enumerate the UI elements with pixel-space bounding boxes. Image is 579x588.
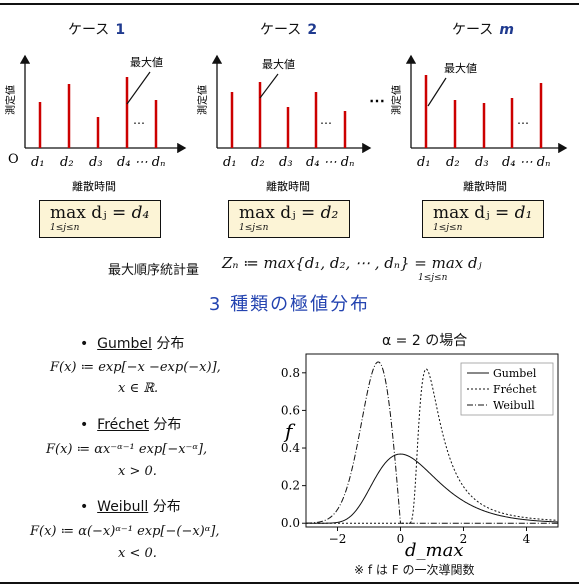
stem-tick: d₄ ⋯ dₙ (117, 155, 165, 170)
weibull-domain: x < 0. (118, 546, 157, 561)
stem-tick: d₃ (475, 155, 489, 170)
top-rule (0, 3, 579, 5)
max-box-2: max dⱼ 1≤j≤n = d₂ (228, 200, 350, 238)
stem-plots: 測定値 O … 最大値 d₁ d₂ d₃ d₄ ⋯ dₙ 離散時間 測定値 … … (4, 54, 568, 193)
stem-tick: d₃ (89, 155, 103, 170)
y-tick-label: 0.2 (281, 479, 300, 493)
stem-tick: d₁ (417, 155, 431, 170)
stem-tick: d₂ (60, 155, 74, 170)
bottom-rule (0, 582, 579, 584)
legend-gumbel: Gumbel (493, 367, 537, 380)
stem-tick: d₄ ⋯ dₙ (306, 155, 354, 170)
stem-panel-1: 測定値 O … 最大値 d₁ d₂ d₃ d₄ ⋯ dₙ 離散時間 (4, 54, 187, 193)
y-tick-label: 0.0 (281, 516, 300, 530)
case-1-title: ケース 1 (68, 22, 126, 38)
between-ellipsis: ⋯ (369, 91, 385, 110)
x-tick-label: 2 (460, 532, 468, 546)
stem-tick: d₂ (251, 155, 265, 170)
x-tick-label: 0 (397, 532, 405, 546)
stem-ylabel-2: 測定値 (196, 85, 209, 115)
evd-plot: 0.0 0.2 0.4 0.6 0.8 −2 0 2 4 Gumbel Fréchet Wei… (281, 353, 559, 560)
max-annotation-1: 最大値 (130, 55, 163, 69)
stem-xlabel-m: 離散時間 (463, 179, 507, 193)
weibull-curve (305, 361, 558, 524)
plot-frame (305, 353, 559, 528)
frechet-heading: • Fréchet 分布 (80, 417, 182, 433)
statistic-label: 最大順序統計量 (108, 263, 200, 278)
x-tick-label: 4 (523, 532, 531, 546)
max-annotation-m: 最大値 (444, 61, 477, 75)
footnote: ※ f は F の一次導関数 (354, 563, 475, 577)
section-title: 3 種類の極値分布 (208, 294, 371, 315)
plot-ylabel: f (283, 419, 296, 443)
stem-tick: d₁ (223, 155, 237, 170)
stem-tick: d₄ ⋯ dₙ (502, 155, 550, 170)
stem-xlabel-1: 離散時間 (72, 179, 116, 193)
gumbel-curve (306, 453, 559, 524)
stem-panel-m: 測定値 … 最大値 d₁ d₂ d₃ d₄ ⋯ dₙ 離散時間 (390, 54, 568, 193)
frechet-curve (306, 368, 559, 524)
stem-origin-1: O (8, 152, 19, 167)
case-2-title: ケース 2 (260, 22, 318, 38)
y-tick-label: 0.6 (281, 403, 300, 417)
legend-weibull: Weibull (493, 399, 535, 412)
statistic-subscript: 1≤j≤n (418, 273, 448, 283)
stem-ylabel-1: 測定値 (4, 85, 17, 115)
statistic-formula: Zₙ ≔ max{d₁, d₂, ⋯ , dₙ} = max dⱼ (222, 254, 482, 272)
case-m-title: ケース m (452, 22, 514, 38)
stem-tick: d₃ (279, 155, 293, 170)
stem-ellipsis-2: … (320, 113, 332, 127)
weibull-formula: F(x) ≔ α(−x)ᵅ⁻¹ exp[−(−x)ᵅ], (30, 524, 220, 539)
gumbel-heading: • Gumbel 分布 (80, 336, 185, 352)
plot-title: α = 2 の場合 (382, 333, 468, 349)
max-box-m: max dⱼ 1≤j≤n = d₁ (422, 200, 544, 238)
stem-tick: d₁ (31, 155, 45, 170)
stem-ylabel-m: 測定値 (390, 85, 403, 115)
stem-xlabel-2: 離散時間 (266, 179, 310, 193)
y-tick-label: 0.8 (281, 366, 300, 380)
frechet-domain: x > 0. (118, 464, 157, 479)
y-tick-label: 0.4 (281, 441, 300, 455)
max-annotation-2: 最大値 (262, 57, 295, 71)
frechet-formula: F(x) ≔ αx⁻ᵅ⁻¹ exp[−x⁻ᵅ], (46, 442, 208, 457)
stem-ellipsis-m: … (517, 113, 529, 127)
stem-panel-2: 測定値 … 最大値 d₁ d₂ d₃ d₄ ⋯ dₙ 離散時間 (196, 54, 372, 193)
stem-tick: d₂ (446, 155, 460, 170)
weibull-heading: • Weibull 分布 (80, 499, 181, 515)
x-tick-label: −2 (329, 532, 347, 546)
gumbel-domain: x ∈ ℝ. (118, 381, 159, 396)
stem-ellipsis-1: … (133, 113, 145, 127)
legend-frechet: Fréchet (493, 383, 537, 396)
plot-xlabel: d_max (405, 540, 463, 560)
gumbel-formula: F(x) ≔ exp[−x −exp(−x)], (50, 360, 221, 375)
legend: Gumbel Fréchet Weibull (460, 362, 554, 416)
max-box-1: max dⱼ 1≤j≤n = d₄ (39, 200, 161, 238)
